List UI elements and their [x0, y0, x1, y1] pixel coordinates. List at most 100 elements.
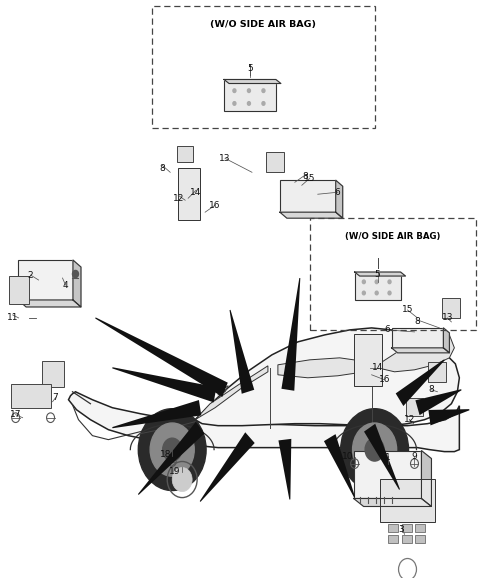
Text: 14: 14	[191, 188, 202, 197]
Polygon shape	[69, 392, 459, 452]
Text: 17: 17	[10, 410, 22, 419]
Text: 16: 16	[379, 375, 390, 384]
Circle shape	[353, 423, 396, 476]
Circle shape	[365, 438, 384, 461]
Bar	[9, 276, 29, 304]
Bar	[416, 536, 425, 543]
Bar	[402, 536, 411, 543]
Circle shape	[375, 280, 378, 284]
Circle shape	[233, 89, 236, 93]
Bar	[224, 79, 276, 111]
Text: 8: 8	[429, 385, 434, 394]
Circle shape	[247, 102, 251, 105]
Polygon shape	[281, 278, 300, 391]
Polygon shape	[354, 499, 432, 507]
Text: 16: 16	[209, 201, 221, 210]
Bar	[42, 361, 63, 387]
Bar	[310, 218, 476, 330]
Bar	[18, 260, 73, 300]
Polygon shape	[95, 317, 228, 397]
Circle shape	[375, 291, 378, 295]
Polygon shape	[112, 367, 216, 402]
Bar	[443, 298, 460, 318]
Text: 8: 8	[159, 164, 165, 173]
Circle shape	[233, 102, 236, 105]
Polygon shape	[378, 335, 455, 372]
Text: 9: 9	[412, 452, 418, 461]
Polygon shape	[392, 348, 449, 353]
Text: 15: 15	[402, 306, 413, 314]
Polygon shape	[112, 400, 201, 428]
Text: 4: 4	[63, 280, 68, 290]
Text: 11: 11	[7, 313, 18, 323]
Polygon shape	[195, 328, 459, 426]
Polygon shape	[396, 360, 444, 406]
Polygon shape	[278, 358, 368, 378]
Circle shape	[172, 467, 192, 492]
Bar	[392, 328, 444, 348]
Bar	[280, 180, 336, 212]
Text: 12: 12	[404, 415, 415, 424]
Text: 8: 8	[302, 172, 308, 181]
Text: 14: 14	[372, 363, 384, 372]
Bar	[416, 525, 425, 533]
Polygon shape	[421, 450, 432, 507]
Polygon shape	[336, 180, 343, 218]
Text: 13: 13	[219, 154, 231, 163]
Circle shape	[388, 280, 391, 284]
Text: 6: 6	[335, 188, 341, 197]
Circle shape	[72, 270, 78, 278]
Bar	[387, 536, 397, 543]
Polygon shape	[278, 439, 291, 500]
Bar	[266, 152, 284, 173]
Text: (W/O SIDE AIR BAG): (W/O SIDE AIR BAG)	[210, 20, 316, 28]
Text: 3: 3	[399, 525, 405, 534]
Bar	[177, 146, 193, 162]
Bar	[429, 362, 446, 382]
Polygon shape	[73, 260, 81, 307]
Bar	[354, 450, 421, 499]
Bar	[355, 272, 400, 300]
Polygon shape	[280, 212, 343, 218]
Circle shape	[388, 291, 391, 295]
Circle shape	[247, 89, 251, 93]
Polygon shape	[444, 328, 449, 353]
Circle shape	[163, 438, 182, 461]
Polygon shape	[178, 168, 200, 220]
Bar	[380, 479, 435, 522]
Circle shape	[138, 409, 206, 490]
Text: 10: 10	[342, 452, 353, 461]
Polygon shape	[224, 79, 281, 83]
Bar	[387, 525, 397, 533]
Text: 12: 12	[172, 194, 184, 203]
Text: 7: 7	[53, 393, 59, 402]
Circle shape	[362, 280, 365, 284]
Text: (W/O SIDE AIR BAG): (W/O SIDE AIR BAG)	[346, 232, 441, 241]
Text: 6: 6	[384, 325, 390, 335]
Bar	[152, 6, 374, 129]
Circle shape	[262, 102, 265, 105]
Circle shape	[262, 89, 265, 93]
Text: 5: 5	[247, 64, 253, 73]
Polygon shape	[138, 422, 204, 495]
Polygon shape	[428, 409, 469, 426]
Text: 13: 13	[442, 313, 453, 323]
Polygon shape	[200, 433, 255, 502]
Text: 15: 15	[304, 174, 315, 183]
Polygon shape	[354, 334, 382, 386]
Text: 19: 19	[169, 467, 181, 476]
Text: 1: 1	[384, 453, 390, 462]
Polygon shape	[195, 366, 268, 420]
Circle shape	[362, 291, 365, 295]
Polygon shape	[364, 424, 400, 490]
Circle shape	[341, 409, 408, 490]
Bar	[402, 525, 411, 533]
Polygon shape	[355, 272, 406, 276]
Polygon shape	[415, 389, 461, 415]
Circle shape	[150, 423, 194, 476]
Text: 5: 5	[375, 270, 381, 278]
Polygon shape	[324, 434, 355, 498]
Bar	[11, 384, 50, 408]
Polygon shape	[229, 310, 254, 394]
Text: 18: 18	[159, 450, 171, 459]
